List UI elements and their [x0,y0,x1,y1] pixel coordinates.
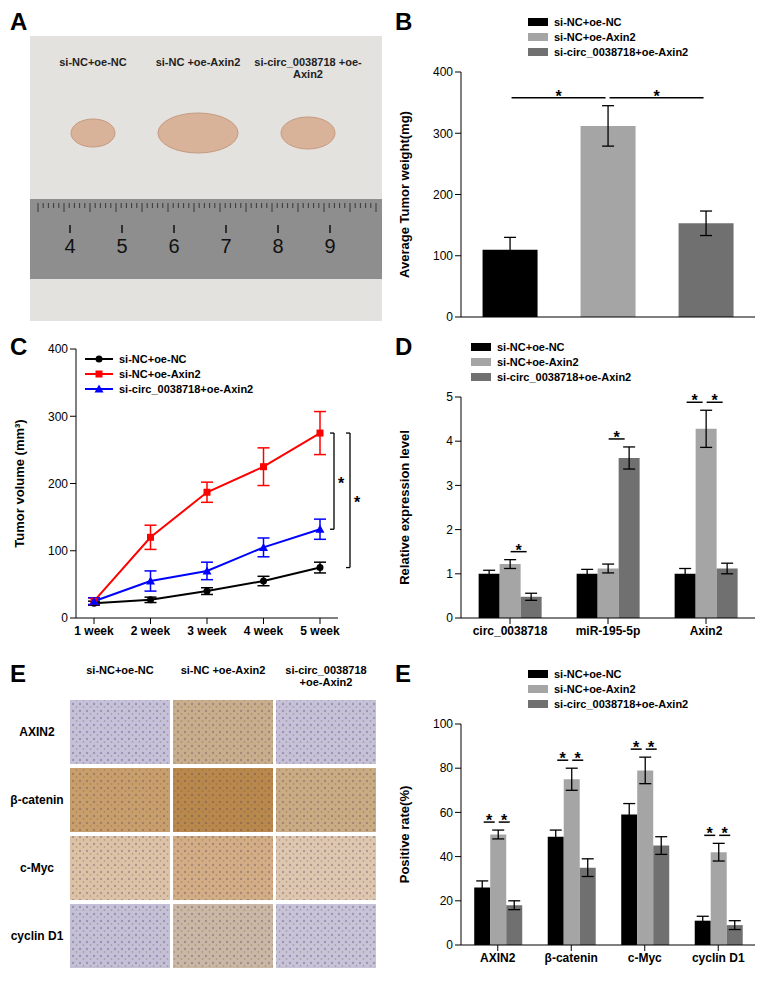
svg-text:5: 5 [446,390,453,404]
svg-text:400: 400 [433,65,453,79]
svg-text:Axin2: Axin2 [690,624,723,638]
svg-text:300: 300 [433,127,453,141]
html-text:cyclin D1: cyclin D1 [10,929,64,943]
svg-text:*: * [516,542,523,559]
svg-text:*: * [692,392,699,409]
html-text:si-NC +oe-Axin2: si-NC +oe-Axin2 [180,664,266,676]
svg-text:200: 200 [433,188,453,202]
html-text:si-circ_0038718 +oe-Axin2: si-circ_0038718 +oe-Axin2 [254,56,362,80]
svg-text:*: * [712,392,719,409]
svg-text:2: 2 [446,523,453,537]
svg-text:2 week: 2 week [131,624,171,638]
svg-text:β-catenin: β-catenin [545,951,598,965]
html-text:si-NC+oe-Axin2: si-NC+oe-Axin2 [554,682,636,695]
html-text:si-NC+oe-Axin2: si-NC+oe-Axin2 [119,367,201,380]
html-text:C: C [10,333,28,360]
svg-text:*: * [707,825,714,842]
svg-text:5 week: 5 week [300,624,340,638]
svg-text:*: * [555,88,562,105]
svg-text:Tumor volume (mm³): Tumor volume (mm³) [12,419,27,547]
html-text:si-NC+oe-NC: si-NC+oe-NC [119,352,187,365]
html-text:si-circ_0038718+oe-Axin2: si-circ_0038718+oe-Axin2 [497,370,632,383]
html-text:AXIN2: AXIN2 [19,725,55,739]
svg-text:7: 7 [220,235,231,257]
html-text:si-NC+oe-NC: si-NC+oe-NC [86,664,154,676]
svg-text:*: * [722,825,729,842]
html-text:si-NC+oe-NC: si-NC+oe-NC [59,56,127,68]
html-text:D: D [395,333,413,360]
html-text:si-NC +oe-Axin2: si-NC +oe-Axin2 [155,56,241,68]
svg-text:20: 20 [440,894,454,908]
html-text:B: B [395,8,413,35]
svg-text:6: 6 [168,235,179,257]
svg-text:5: 5 [116,235,127,257]
svg-text:60: 60 [440,806,454,820]
svg-text:circ_0038718: circ_0038718 [473,624,548,638]
svg-text:100: 100 [48,544,68,558]
svg-text:0: 0 [446,611,453,625]
svg-text:3: 3 [446,479,453,493]
svg-text:8: 8 [272,235,283,257]
svg-text:*: * [338,475,345,492]
svg-text:4: 4 [64,235,75,257]
html-text:si-circ_0038718+oe-Axin2: si-circ_0038718+oe-Axin2 [554,697,689,710]
html-text:c-Myc: c-Myc [20,861,54,875]
svg-text:AXIN2: AXIN2 [480,951,516,965]
svg-text:3 week: 3 week [187,624,227,638]
svg-text:cyclin D1: cyclin D1 [692,951,745,965]
html-text:si-circ_0038718+oe-Axin2: si-circ_0038718+oe-Axin2 [554,45,689,58]
html-text:si-NC+oe-NC: si-NC+oe-NC [554,15,622,28]
svg-text:*: * [614,429,621,446]
svg-text:0: 0 [446,310,453,324]
svg-text:*: * [501,812,508,829]
svg-text:*: * [575,750,582,767]
svg-text:200: 200 [48,477,68,491]
svg-text:*: * [486,812,493,829]
html-text:si-NC+oe-NC: si-NC+oe-NC [554,667,622,680]
svg-text:9: 9 [324,235,335,257]
svg-text:*: * [633,739,640,756]
svg-text:100: 100 [433,717,453,731]
html-text:si-circ_0038718 +oe-Axin2: si-circ_0038718 +oe-Axin2 [285,664,367,688]
svg-text:*: * [560,750,567,767]
svg-text:40: 40 [440,850,454,864]
svg-text:*: * [648,739,655,756]
svg-text:100: 100 [433,249,453,263]
svg-text:300: 300 [48,410,68,424]
svg-text:80: 80 [440,761,454,775]
html-text:si-NC+oe-Axin2: si-NC+oe-Axin2 [554,30,636,43]
svg-text:1: 1 [446,567,453,581]
svg-text:Average Tumor weight(mg): Average Tumor weight(mg) [397,111,412,278]
svg-text:Relative expression level: Relative expression level [397,430,412,585]
html-text:si-circ_0038718+oe-Axin2: si-circ_0038718+oe-Axin2 [119,382,254,395]
html-text:si-NC+oe-Axin2: si-NC+oe-Axin2 [497,355,579,368]
svg-text:4 week: 4 week [244,624,284,638]
svg-text:400: 400 [48,342,68,356]
svg-text:0: 0 [446,938,453,952]
svg-text:miR-195-5p: miR-195-5p [576,624,641,638]
html-text:E: E [395,660,411,687]
html-text:si-NC+oe-NC: si-NC+oe-NC [497,340,565,353]
svg-text:4: 4 [446,434,453,448]
html-text:A: A [10,8,28,35]
svg-text:*: * [653,88,660,105]
svg-text:*: * [354,494,361,511]
html-text:E: E [10,660,26,687]
svg-text:c-Myc: c-Myc [628,951,662,965]
svg-text:1 week: 1 week [74,624,114,638]
html-text:β-catenin: β-catenin [10,793,64,807]
svg-text:0: 0 [61,611,68,625]
svg-text:Positive rate(%): Positive rate(%) [397,786,412,884]
